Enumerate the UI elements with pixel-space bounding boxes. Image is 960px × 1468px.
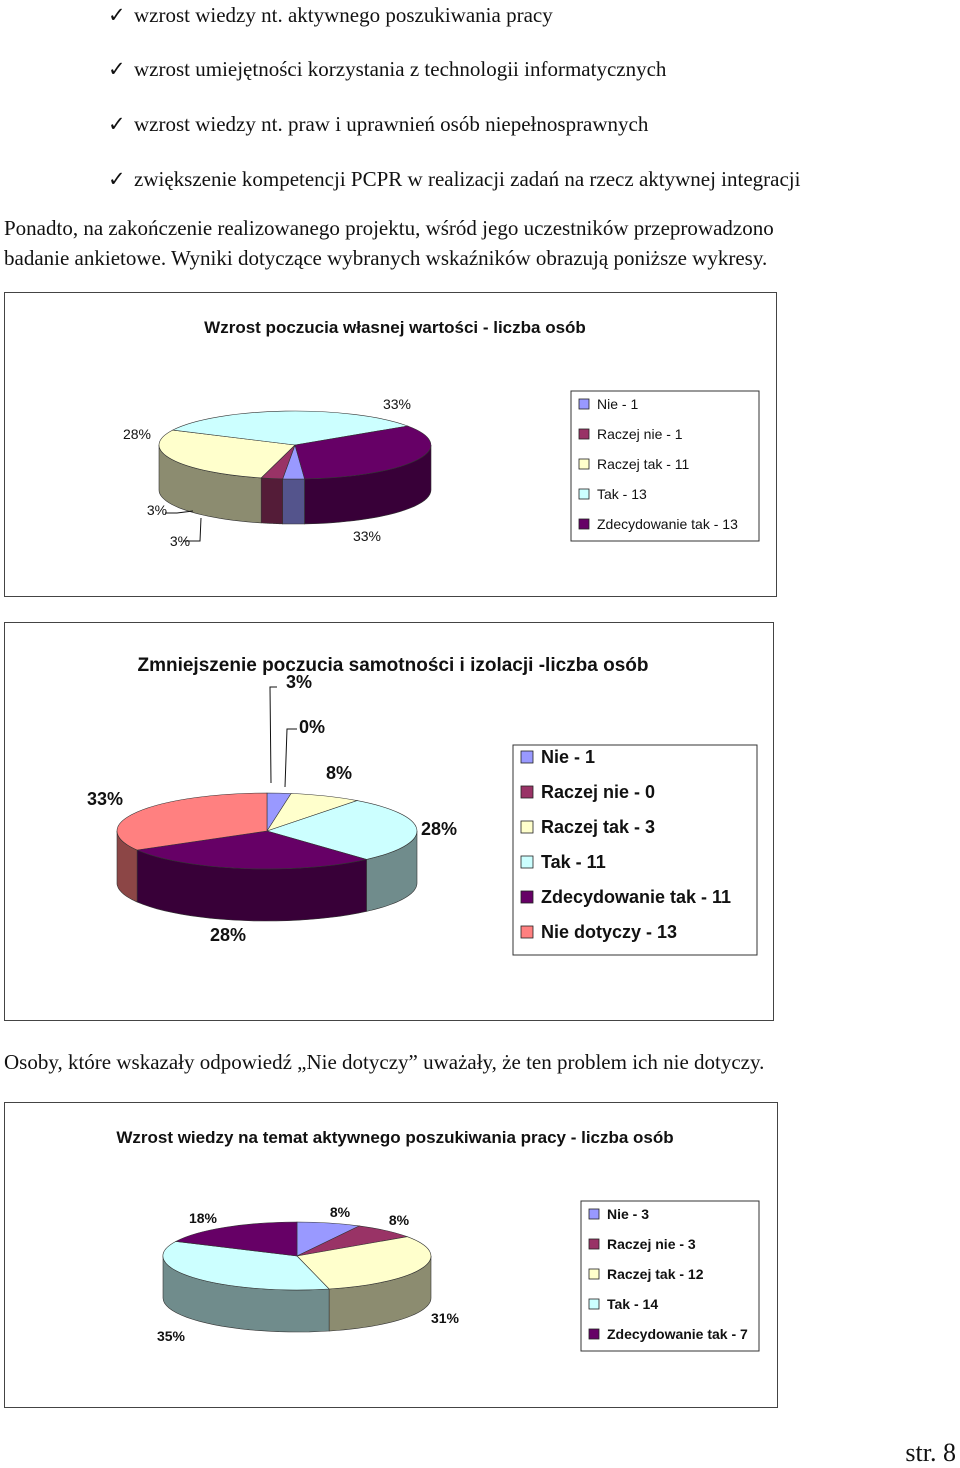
legend-entry: Tak - 13 <box>597 486 647 502</box>
legend-swatch <box>578 488 590 500</box>
legend-swatch <box>588 1268 600 1280</box>
legend-entry: Raczej nie - 0 <box>541 782 655 802</box>
legend-entry: Zdecydowanie tak - 7 <box>607 1326 748 1342</box>
paragraph-line: badanie ankietowe. Wyniki dotyczące wybr… <box>4 246 768 270</box>
pie-chart-self-esteem: Wzrost poczucia własnej wartości - liczb… <box>4 292 777 597</box>
legend-swatch <box>578 398 590 410</box>
bullet-text: wzrost wiedzy nt. aktywnego poszukiwania… <box>134 3 553 27</box>
legend-entry: Tak - 11 <box>541 852 606 872</box>
bullet-text: wzrost umiejętności korzystania z techno… <box>134 57 667 81</box>
pie-top <box>162 1221 432 1291</box>
slice-percent-label: 31% <box>431 1310 460 1326</box>
pie-slice <box>294 425 432 480</box>
legend-entry: Raczej nie - 1 <box>597 426 683 442</box>
pie-chart-svg: Wzrost wiedzy na temat aktywnego poszuki… <box>116 1128 760 1352</box>
paragraph-line: Osoby, które wskazały odpowiedź „Nie dot… <box>4 1050 765 1074</box>
slice-percent-label: 33% <box>353 528 381 544</box>
pie-top <box>116 792 418 870</box>
checkmark-icon: ✓ <box>108 112 126 136</box>
bullet-item: ✓ wzrost wiedzy nt. aktywnego poszukiwani… <box>108 2 553 28</box>
pie-sides <box>158 444 432 525</box>
slice-percent-label: 33% <box>87 789 123 809</box>
legend-box <box>570 390 760 542</box>
slice-percent-label: 8% <box>330 1204 351 1220</box>
legend-entry: Raczej tak - 12 <box>607 1266 704 1282</box>
legend-entry: Nie - 3 <box>607 1206 649 1222</box>
legend-swatch <box>520 890 534 904</box>
slice-percent-label: 3% <box>286 672 312 692</box>
chart-legend: Nie - 1 Raczej nie - 1 Raczej tak - 11 Tak … <box>570 390 760 542</box>
slice-percent-label: 28% <box>210 925 246 945</box>
pie-chart-job-search: Wzrost wiedzy na temat aktywnego poszuki… <box>4 1102 778 1408</box>
paragraph-line: Ponadto, na zakończenie realizowanego pr… <box>4 216 774 240</box>
pie-slice-side <box>260 477 284 525</box>
bullet-text: wzrost wiedzy nt. praw i uprawnień osób … <box>134 112 649 136</box>
checkmark-icon: ✓ <box>108 3 126 27</box>
slice-percent-label: 35% <box>157 1328 186 1344</box>
legend-swatch <box>578 458 590 470</box>
legend-box <box>580 1200 760 1352</box>
legend-entry: Raczej nie - 3 <box>607 1236 696 1252</box>
leader-line <box>165 510 194 514</box>
slice-percent-label: 8% <box>326 763 352 783</box>
legend-swatch <box>520 750 534 764</box>
legend-entry: Zdecydowanie tak - 11 <box>541 887 731 907</box>
chart-title: Zmniejszenie poczucia samotności i izola… <box>137 655 648 676</box>
pie-chart-svg: Zmniejszenie poczucia samotności i izola… <box>87 655 758 956</box>
chart-legend: Nie - 3 Raczej nie - 3 Raczej tak - 12 Tak … <box>580 1200 760 1352</box>
legend-swatch <box>520 785 534 799</box>
slice-percent-label: 33% <box>383 396 411 412</box>
pie-top <box>158 410 432 480</box>
legend-entry: Raczej tak - 11 <box>597 456 690 472</box>
slice-percent-label: 28% <box>421 819 457 839</box>
legend-swatch <box>520 925 534 939</box>
legend-swatch <box>520 820 534 834</box>
slice-percent-label: 18% <box>189 1210 218 1226</box>
pie-slice-side <box>282 478 305 525</box>
pie-slice <box>162 1241 330 1291</box>
legend-entry: Tak - 14 <box>607 1296 658 1312</box>
bullet-item: ✓ wzrost umiejętności korzystania z techn… <box>108 56 666 82</box>
chart-title: Wzrost wiedzy na temat aktywnego poszuki… <box>116 1128 673 1147</box>
legend-box <box>512 744 758 956</box>
chart-title: Wzrost poczucia własnej wartości - liczb… <box>204 318 586 337</box>
pie-chart-loneliness: Zmniejszenie poczucia samotności i izola… <box>4 622 774 1021</box>
pie-slice <box>116 792 268 851</box>
leader-line <box>284 728 297 788</box>
leader-line <box>269 686 277 784</box>
legend-swatch <box>588 1238 600 1250</box>
legend-entry: Raczej tak - 3 <box>541 817 655 837</box>
page-number: str. 8 <box>905 1438 956 1467</box>
checkmark-icon: ✓ <box>108 167 126 191</box>
legend-entry: Nie - 1 <box>541 747 595 767</box>
bullet-item: ✓ wzrost wiedzy nt. praw i uprawnień osób… <box>108 111 648 137</box>
leader-line <box>183 517 202 542</box>
legend-entry: Nie dotyczy - 13 <box>541 922 677 942</box>
chart-legend: Nie - 1 Raczej nie - 0 Raczej tak - 3 Tak -… <box>512 744 758 956</box>
pie-slice <box>158 429 296 479</box>
pie-slice <box>136 830 367 870</box>
pie-slice <box>296 1236 432 1290</box>
pie-slice <box>171 410 409 446</box>
legend-swatch <box>578 428 590 440</box>
pie-slice <box>174 1221 298 1257</box>
legend-swatch <box>520 855 534 869</box>
legend-swatch <box>588 1328 600 1340</box>
slice-percent-label: 3% <box>147 502 167 518</box>
pie-chart-svg: Wzrost poczucia własnej wartości - liczb… <box>123 318 760 549</box>
slice-percent-label: 3% <box>170 533 190 549</box>
legend-swatch <box>578 518 590 530</box>
legend-entry: Zdecydowanie tak - 13 <box>597 516 738 532</box>
legend-entry: Nie - 1 <box>597 396 638 412</box>
slice-percent-label: 8% <box>389 1212 410 1228</box>
slice-percent-label: 0% <box>299 717 325 737</box>
checkmark-icon: ✓ <box>108 57 126 81</box>
legend-swatch <box>588 1298 600 1310</box>
pie-slice <box>265 800 418 860</box>
bullet-item: ✓ zwiększenie kompetencji PCPR w realizac… <box>108 166 800 192</box>
legend-swatch <box>588 1208 600 1220</box>
slice-percent-label: 28% <box>123 426 151 442</box>
bullet-text: zwiększenie kompetencji PCPR w realizacj… <box>134 167 801 191</box>
